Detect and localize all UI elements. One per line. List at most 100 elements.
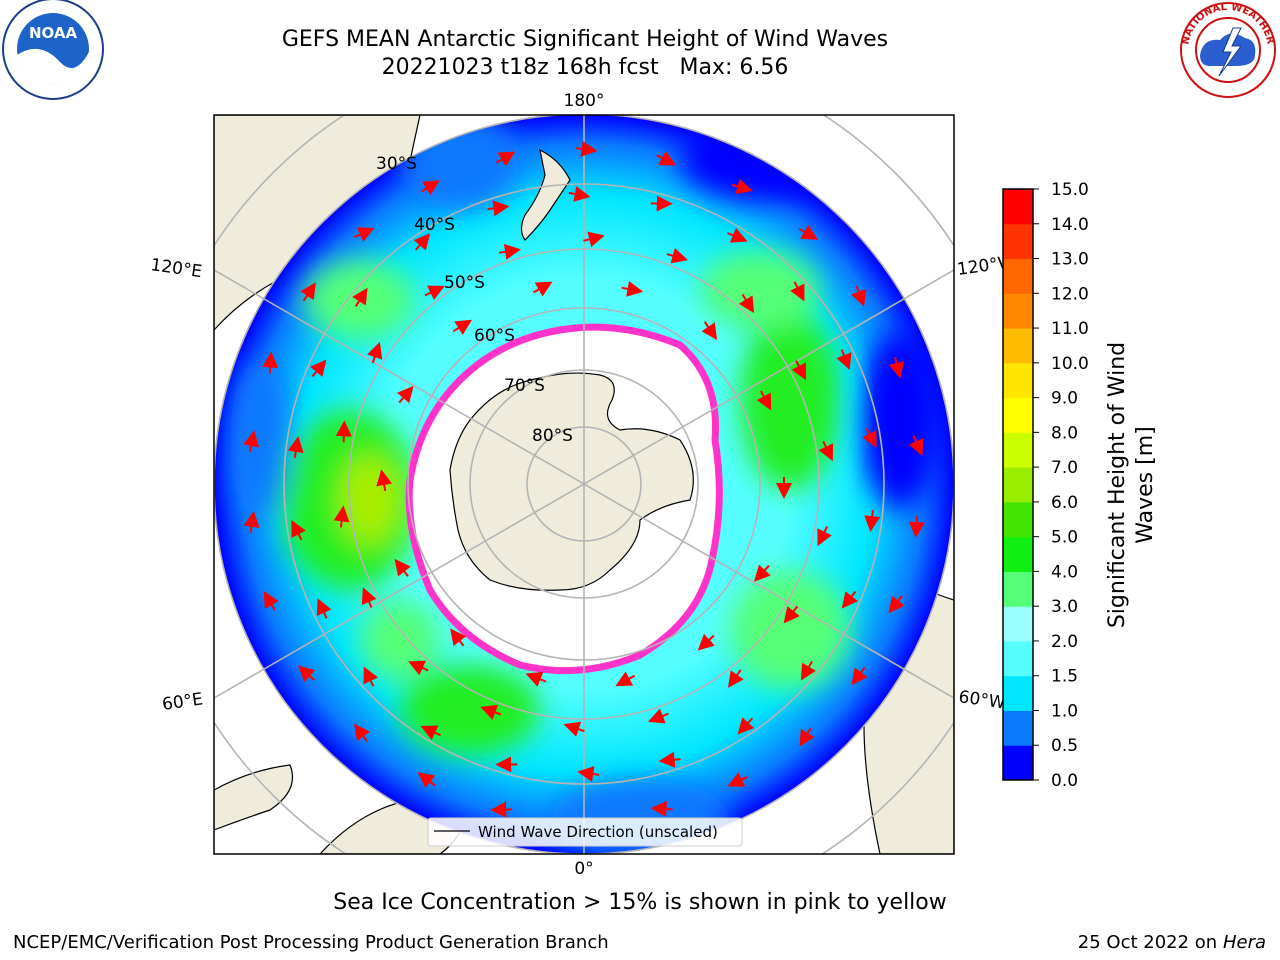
wave-arrow (726, 227, 748, 243)
graticule (214, 115, 954, 854)
date-text: 25 Oct 2022 on Hera (1078, 932, 1266, 953)
noaa-logo-text: NOAA (29, 24, 78, 42)
colorbar-tick-label: 12.0 (1051, 284, 1089, 304)
wave-arrow (300, 282, 316, 302)
colorbar-segment (1003, 536, 1033, 572)
colorbar-segment (1003, 362, 1033, 399)
wave-arrow (666, 248, 689, 264)
wave-arrow (316, 598, 332, 619)
colorbar-tick-label: 4.0 (1051, 562, 1078, 582)
colorbar-tick-label: 10.0 (1051, 354, 1089, 374)
map-frame (213, 114, 955, 855)
colorbar-segment (1003, 745, 1033, 781)
wave-arrow (487, 200, 510, 217)
colorbar-segment (1003, 293, 1033, 329)
colorbar-tick-label: 7.0 (1051, 458, 1078, 478)
wave-arrow (563, 721, 585, 737)
wave-arrow (287, 436, 304, 458)
colorbar-tick-label: 0.0 (1051, 771, 1078, 791)
new-zealand-land (520, 148, 571, 241)
wave-arrow (701, 321, 718, 341)
wave-arrow (864, 510, 881, 533)
wave-arrow (818, 440, 834, 462)
wave-arrow (495, 151, 516, 167)
colorbar-tick-label: 6.0 (1051, 493, 1078, 513)
wave-arrow (367, 341, 383, 364)
wave-arrow (836, 349, 852, 371)
wave-arrow (790, 281, 805, 302)
chart-title: GEFS MEAN Antarctic Significant Height o… (0, 26, 1170, 82)
map-frame-contents: 30°S 40°S 50°S 60°S 70°S 80°S Wind Wave … (214, 115, 954, 854)
colorbar-tick-label: 15.0 (1051, 180, 1089, 200)
lon-label-120e: 120°E (149, 255, 203, 282)
wave-arrow (621, 280, 644, 297)
colorbar-segment (1003, 501, 1033, 538)
colorbar-tick-label: 5.0 (1051, 528, 1078, 548)
lon-label-60w: 60°W (957, 687, 1006, 713)
wave-arrow (583, 231, 605, 248)
lat-label-60s: 60°S (474, 326, 515, 346)
wave-arrow (888, 595, 905, 614)
madagascar-land (214, 764, 294, 831)
colorbar-segment (1003, 432, 1033, 468)
wave-arrow (731, 178, 753, 195)
wave-arrow (363, 666, 378, 687)
wave-arrow (424, 285, 445, 301)
wave-arrow (525, 671, 547, 687)
wave-arrow (452, 319, 473, 335)
wave-arrow (263, 591, 279, 611)
wave-arrow (756, 390, 772, 411)
noaa-logo: NOAA (2, 0, 104, 100)
wave-arrow (450, 628, 467, 647)
wave-arrow (647, 708, 669, 724)
wave-arrow (783, 605, 800, 624)
wave-arrow (697, 633, 715, 651)
wave-arrow (817, 525, 832, 547)
colorbar (1003, 189, 1033, 781)
antarctica-land (449, 372, 694, 591)
credit-text: NCEP/EMC/Verification Post Processing Pr… (13, 932, 609, 953)
wave-arrow (376, 469, 393, 492)
wave-arrow (297, 665, 316, 683)
title-line-2: 20221023 t18z 168h fcst Max: 6.56 (381, 55, 789, 80)
colorbar-segment (1003, 397, 1033, 433)
wave-arrow (480, 704, 502, 720)
colorbar-segment (1003, 606, 1033, 642)
wave-arrow (262, 351, 279, 374)
wave-arrow (851, 285, 867, 307)
wave-arrow (888, 356, 905, 379)
wave-arrow (499, 243, 521, 260)
wave-arrow (754, 564, 771, 582)
caption: Sea Ice Concentration > 15% is shown in … (333, 890, 947, 915)
colorbar-title-line-2: Waves [m] (1133, 426, 1158, 543)
lat-label-50s: 50°S (444, 273, 485, 293)
wave-arrow (737, 717, 755, 735)
wave-arrow (243, 510, 260, 533)
colorbar-segment (1003, 223, 1033, 260)
colorbar-tick-label: 14.0 (1051, 215, 1089, 235)
nws-logo: NATIONAL WEATHER SERVICE (1175, 0, 1276, 98)
wave-arrow (841, 590, 858, 609)
lat-label-80s: 80°S (532, 426, 573, 446)
lat-label-70s: 70°S (504, 376, 545, 396)
wave-arrow (658, 751, 681, 768)
wave-arrow (532, 281, 553, 297)
wave-arrow (738, 293, 755, 314)
wave-arrow (908, 515, 925, 538)
wave-arrow (352, 287, 368, 307)
colorbar-tick-label: 8.0 (1051, 423, 1078, 443)
wave-arrow (243, 430, 259, 453)
machine-name: Hera (1222, 932, 1266, 953)
lon-label-60e: 60°E (161, 689, 204, 714)
lon-label-0: 0° (574, 859, 593, 879)
wave-arrow (727, 772, 748, 787)
colorbar-tick-label: 11.0 (1051, 319, 1089, 339)
wave-arrow (420, 725, 441, 740)
colorbar-ticks: 0.0 0.5 1.0 1.5 2.0 3.0 4.0 5.0 6.0 7.0 8.0 9.0 10.0… (1033, 180, 1089, 791)
wave-arrow (798, 224, 819, 240)
colorbar-segment (1003, 467, 1033, 503)
colorbar-tick-label: 0.5 (1051, 736, 1078, 756)
wave-arrow (791, 360, 807, 381)
wave-arrow (394, 558, 411, 577)
